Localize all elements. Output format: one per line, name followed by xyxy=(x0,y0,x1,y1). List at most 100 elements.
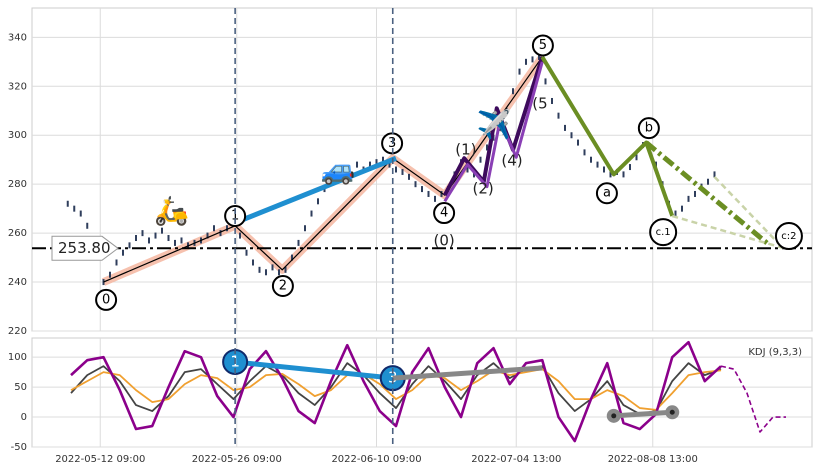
x-tick-label: 2022-06-10 09:00 xyxy=(331,454,421,465)
candle xyxy=(603,166,605,173)
x-tick-label: 2022-05-12 09:00 xyxy=(55,454,145,465)
candle xyxy=(622,171,625,178)
candle xyxy=(681,205,683,212)
wave-label: (4) xyxy=(501,152,522,170)
wave-circle xyxy=(649,218,678,247)
candle xyxy=(466,166,469,173)
candle xyxy=(271,264,274,271)
candle xyxy=(73,205,76,212)
y-tick-label: 220 xyxy=(8,326,27,337)
candle xyxy=(440,190,443,197)
indicator-title: KDJ (9,3,3) xyxy=(748,347,802,358)
candle xyxy=(583,149,586,156)
candle xyxy=(609,171,612,178)
y-tick-label: 320 xyxy=(8,81,27,92)
candle xyxy=(369,161,371,168)
candle xyxy=(687,195,690,202)
candle xyxy=(596,161,599,168)
candle xyxy=(304,225,306,232)
wave-circle-label: 1 xyxy=(231,208,239,223)
y-tick-label: 240 xyxy=(8,277,27,288)
kdj-mark-line xyxy=(234,359,394,381)
wave-circle xyxy=(637,117,660,140)
candle xyxy=(148,237,150,244)
candle xyxy=(427,190,430,197)
candle xyxy=(414,181,417,188)
candle xyxy=(564,124,566,131)
wave-circle xyxy=(224,204,247,227)
candle xyxy=(66,200,69,207)
candle xyxy=(115,259,118,266)
wave-line xyxy=(235,155,397,225)
candle xyxy=(694,190,696,197)
candle xyxy=(128,242,131,249)
x-tick-label: 2022-05-26 09:00 xyxy=(192,454,282,465)
candle xyxy=(86,222,89,229)
wave-circle-label: c.1 xyxy=(656,227,671,238)
candle xyxy=(135,235,137,242)
candle xyxy=(629,164,631,171)
level-box xyxy=(51,235,119,261)
candle xyxy=(265,269,267,276)
candle xyxy=(395,166,397,173)
wave-circle xyxy=(595,182,618,205)
candle xyxy=(122,249,124,256)
kdj-dot-center xyxy=(669,409,675,415)
wave-line xyxy=(540,55,675,217)
kdj-line xyxy=(70,368,722,411)
candle xyxy=(590,156,592,163)
candle xyxy=(713,171,716,178)
wave-circle-label: 5 xyxy=(539,38,547,53)
wave-circle xyxy=(531,34,554,57)
wave-label: (2) xyxy=(472,180,493,198)
candle xyxy=(291,254,293,261)
wave-line xyxy=(442,56,545,197)
y-tick-label: 340 xyxy=(8,32,27,43)
candle xyxy=(401,168,404,175)
candle xyxy=(525,58,527,65)
candle xyxy=(408,173,410,180)
candle xyxy=(388,161,391,168)
candle xyxy=(518,68,521,75)
candle xyxy=(505,107,508,114)
icon: 🚙 xyxy=(321,153,356,186)
candle xyxy=(284,266,287,273)
candle xyxy=(538,53,540,60)
candle xyxy=(336,171,339,178)
candle xyxy=(479,156,482,163)
candle xyxy=(356,161,358,168)
wave-label: (1) xyxy=(455,141,476,159)
wave-circle xyxy=(433,202,456,225)
y-tick-label: 260 xyxy=(8,228,27,239)
candle xyxy=(317,198,319,205)
candle xyxy=(161,227,163,234)
candle xyxy=(531,56,534,63)
candle xyxy=(154,232,157,239)
candle xyxy=(635,154,638,161)
level-label: 253.80 xyxy=(58,239,111,257)
wave-label: (5 xyxy=(532,95,547,113)
candle xyxy=(180,237,183,244)
wave-circle-label: b xyxy=(645,121,653,136)
wave-circle-label: c:2 xyxy=(781,231,796,242)
candle xyxy=(310,210,313,217)
candle xyxy=(707,178,709,185)
candle xyxy=(174,239,176,246)
x-tick-label: 2022-07-04 13:00 xyxy=(471,454,561,465)
candle xyxy=(512,88,514,95)
candle xyxy=(434,195,436,202)
icon: ✈️ xyxy=(477,107,512,141)
wave-circle-label: 4 xyxy=(440,206,448,221)
y-tick-label: 0 xyxy=(21,412,27,423)
kdj-mark-line xyxy=(613,409,673,419)
candle xyxy=(382,156,384,163)
candle xyxy=(219,230,222,237)
candle xyxy=(570,132,573,139)
wave-circle xyxy=(271,274,294,297)
candle xyxy=(278,269,280,276)
candle xyxy=(239,232,241,239)
candle xyxy=(213,225,215,232)
x-tick-label: 2022-08-08 13:00 xyxy=(608,454,698,465)
y-tick-label: 300 xyxy=(8,130,27,141)
